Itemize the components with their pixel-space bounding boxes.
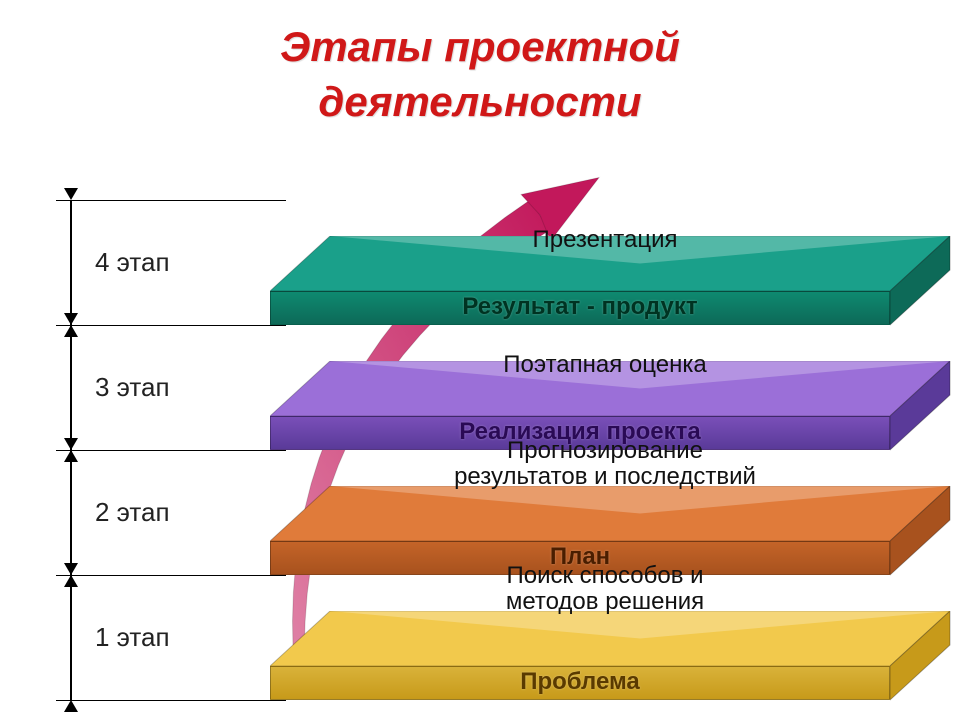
axis-tick (56, 200, 286, 201)
stage-description: Прогнозированиерезультатов и последствий (300, 438, 910, 491)
stage-description: Презентация (300, 227, 910, 253)
axis-tick (56, 700, 286, 701)
axis-arrowhead-icon (64, 438, 78, 450)
axis-arrowhead-icon (64, 575, 78, 587)
stage-name: Проблема (270, 670, 890, 694)
stage-name: Результат - продукт (270, 295, 890, 319)
axis-arrowhead-icon (64, 563, 78, 575)
axis-tick (56, 450, 286, 451)
slab-top (270, 486, 950, 541)
stage-axis-label: 3 этап (95, 372, 170, 403)
axis-arrowhead-icon (64, 325, 78, 337)
stage-axis-label: 2 этап (95, 497, 170, 528)
title-line2: деятельности (318, 78, 641, 125)
stage-axis-label: 1 этап (95, 622, 170, 653)
axis-arrowhead-icon (64, 188, 78, 200)
slab-top (270, 611, 950, 666)
title-line1: Этапы проектной (280, 23, 680, 70)
page-title: Этапы проектной деятельности (0, 20, 960, 129)
axis-arrowhead-icon (64, 700, 78, 712)
axis-arrowhead-icon (64, 313, 78, 325)
stage-axis-label: 4 этап (95, 247, 170, 278)
slab-side (890, 611, 952, 702)
axis-tick (56, 575, 286, 576)
axis-arrowhead-icon (64, 450, 78, 462)
axis-tick (56, 325, 286, 326)
stage-description: Поэтапная оценка (300, 352, 910, 378)
stage-description: Поиск способов иметодов решения (300, 563, 910, 616)
